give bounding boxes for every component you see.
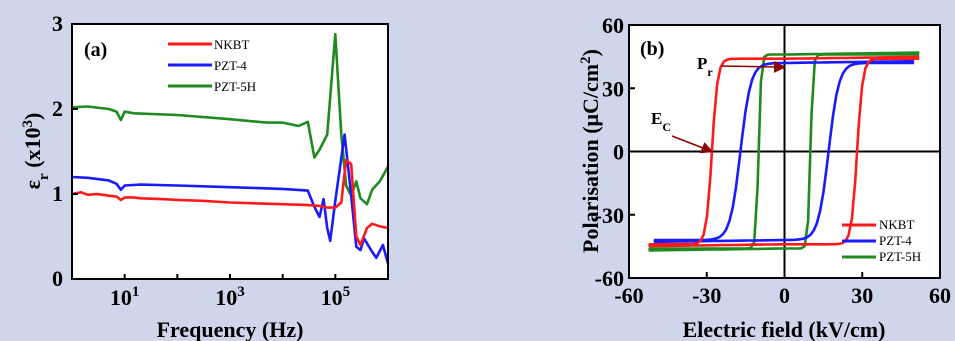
chart-a-x-tick-label: 103	[215, 284, 245, 310]
chart-b-annotation-arrow	[671, 135, 714, 154]
chart-b-annotation-label: Pr	[697, 54, 713, 79]
chart-b-x-tick-label: 30	[851, 283, 873, 308]
chart-b-x-axis-label: Electric field (kV/cm)	[683, 317, 886, 341]
chart-b-series-pzt-5h	[648, 51, 920, 252]
chart-b-annotations: Pr EC	[651, 54, 786, 154]
chart-a-legend-label-pzt-5h: PZT-5H	[214, 79, 256, 94]
chart-b-y-tick-label: -30	[595, 203, 624, 228]
chart-a-legend: NKBT PZT-4 PZT-5H	[168, 37, 256, 94]
chart-b-y-tick-label: 60	[602, 13, 624, 38]
chart-b-y-tick-label: 30	[602, 76, 624, 101]
chart-b-y-tick-label: -60	[595, 266, 624, 291]
chart-a-legend-label-pzt-4: PZT-4	[214, 58, 247, 73]
chart-a-series-pzt-5h	[71, 32, 390, 206]
chart-a-x-tick-label: 105	[321, 284, 351, 310]
chart-b-series-group	[648, 51, 920, 252]
chart-a-y-tick-label: 3	[52, 11, 63, 36]
chart-a-y-axis-label: εr (x103)	[20, 113, 52, 190]
chart-b-series-pzt-4	[653, 59, 915, 244]
chart-b-series-nkbt	[648, 55, 920, 248]
chart-b-x-tick-label: 60	[929, 283, 951, 308]
chart-a-series-pzt-4	[71, 133, 390, 265]
chart-a-series-nkbt	[71, 158, 389, 247]
chart-a-panel-label: (a)	[84, 39, 107, 61]
chart-b-x-tick-label: -30	[692, 283, 721, 308]
chart-a-plot-area	[72, 24, 388, 279]
chart-b-panel-label: (b)	[640, 38, 664, 60]
chart-b-x-tick-label: 0	[779, 283, 790, 308]
chart-a-legend-label-nkbt: NKBT	[214, 37, 249, 52]
chart-a-x-tick-label: 101	[110, 284, 139, 310]
chart-a-y-tick-label: 1	[52, 181, 63, 206]
chart-a-y-tick-label: 2	[52, 96, 63, 121]
chart-b-legend-label-pzt-5h: PZT-5H	[879, 249, 921, 264]
chart-b-y-axis-label: Polarisation (μC/cm2)	[578, 49, 603, 253]
chart-b-legend-label-nkbt: NKBT	[879, 217, 914, 232]
chart-b-annotation-arrow	[721, 60, 786, 73]
chart-b-ticks: -60 -30 0 30 60 -60 -30 0 30 60	[595, 13, 951, 308]
chart-a-x-axis-label: Frequency (Hz)	[157, 317, 304, 341]
chart-b-legend-label-pzt-4: PZT-4	[879, 233, 912, 248]
chart-b-annotation-label: EC	[651, 109, 671, 134]
chart-a-y-tick-label: 0	[52, 266, 63, 291]
chart-b-y-tick-label: 0	[613, 140, 624, 165]
chart-a: 0 1 2 3 101 103 105 (a) NKBT PZT-4 PZT-5H Freque…	[20, 11, 390, 341]
chart-b-x-tick-label: -60	[614, 283, 643, 308]
chart-a-ticks: 0 1 2 3 101 103 105	[52, 11, 389, 310]
chart-a-series-group	[71, 32, 390, 265]
